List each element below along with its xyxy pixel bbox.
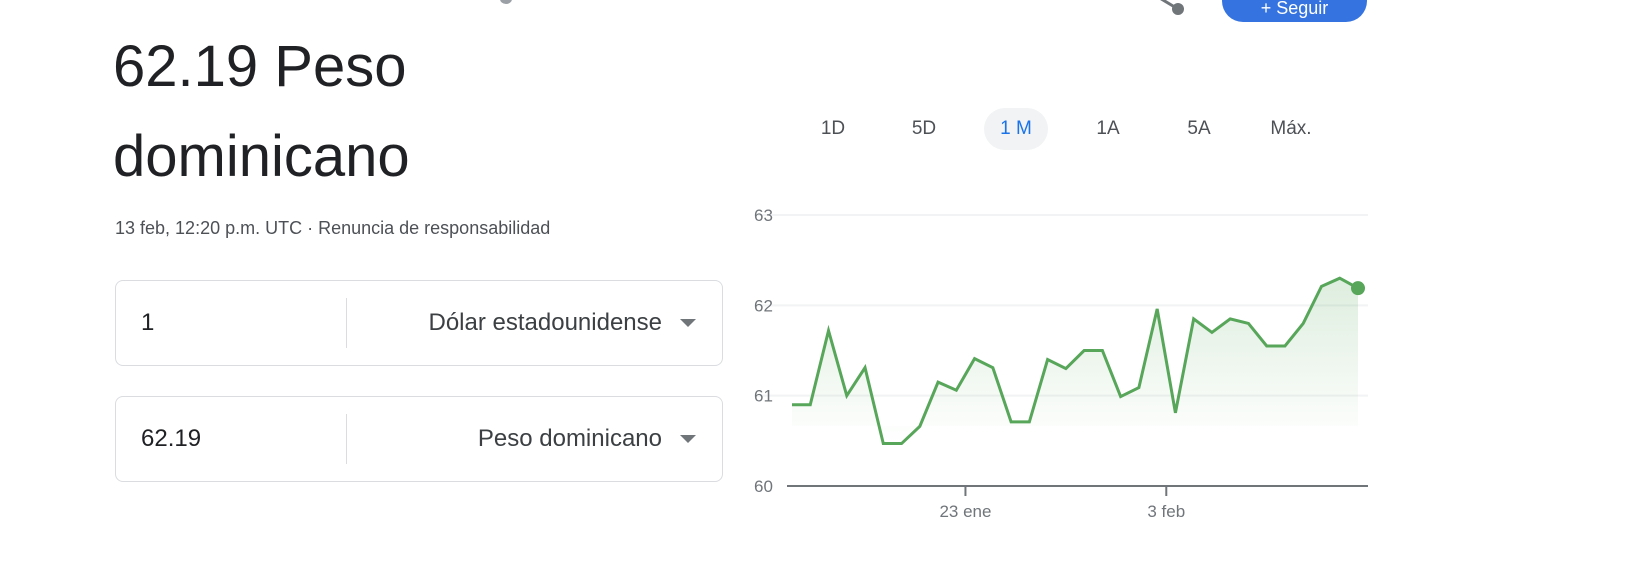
y-tick-label: 62 xyxy=(754,296,773,315)
tab-5a[interactable]: 5A xyxy=(1187,118,1211,139)
exchange-rate-chart[interactable]: 60 61 62 63 23 ene 3 feb xyxy=(740,195,1380,535)
x-tick-label: 3 feb xyxy=(1147,502,1185,521)
tab-1d[interactable]: 1D xyxy=(820,118,846,139)
from-amount-input[interactable]: 1 xyxy=(141,309,155,336)
result-title: 62.19 Peso dominicano xyxy=(113,34,410,189)
to-converter: 62.19 Peso dominicano xyxy=(115,396,723,482)
rate-line xyxy=(792,276,1359,446)
tab-1m[interactable]: 1 M xyxy=(984,108,1048,150)
current-point-marker xyxy=(1351,281,1365,296)
result-subtitle: 13 feb, 12:20 p.m. UTC · Renuncia de res… xyxy=(115,218,550,239)
separator: · xyxy=(302,218,319,238)
y-tick-label: 60 xyxy=(754,477,773,496)
share-icon[interactable] xyxy=(1145,0,1190,20)
y-tick-label: 63 xyxy=(754,206,773,225)
y-tick-label: 61 xyxy=(754,387,773,406)
dropdown-caret-icon[interactable] xyxy=(680,435,696,443)
divider xyxy=(346,414,347,464)
to-amount-input[interactable]: 62.19 xyxy=(141,425,202,452)
divider xyxy=(346,298,347,348)
dropdown-caret-icon[interactable] xyxy=(680,319,696,327)
follow-button[interactable]: + Seguir xyxy=(1222,0,1367,22)
tab-5d[interactable]: 5D xyxy=(911,118,937,139)
disclaimer-link[interactable]: Renuncia de responsabilidad xyxy=(318,218,551,238)
from-converter: 1 Dólar estadounidense xyxy=(115,280,723,366)
from-currency-select[interactable]: Dólar estadounidense xyxy=(428,309,663,336)
tab-max[interactable]: Máx. xyxy=(1270,118,1312,139)
to-currency-select[interactable]: Peso dominicano xyxy=(477,425,662,452)
tab-1a[interactable]: 1A xyxy=(1096,118,1120,139)
partial-icon xyxy=(500,0,512,4)
x-tick-label: 23 ene xyxy=(939,502,991,521)
timestamp: 13 feb, 12:20 p.m. UTC xyxy=(115,218,303,238)
